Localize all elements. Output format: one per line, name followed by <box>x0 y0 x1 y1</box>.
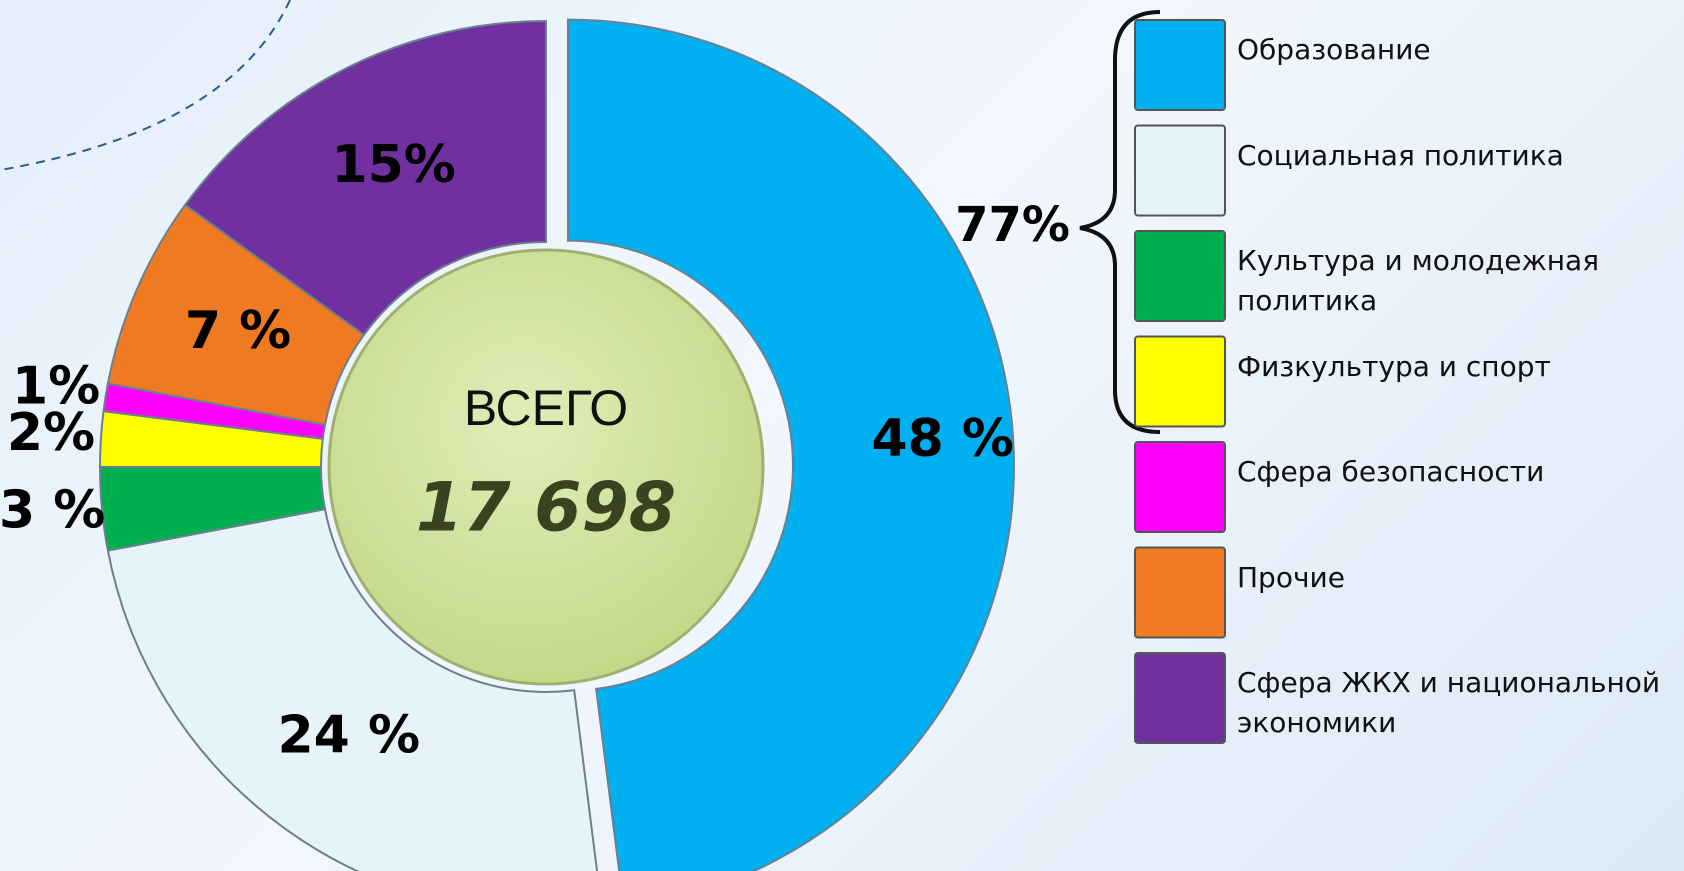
legend-swatch <box>1134 19 1226 111</box>
bracket-label: 77% <box>955 197 1070 253</box>
center-label: ВСЕГО <box>464 380 628 436</box>
data-label: 48 % <box>871 409 1014 469</box>
legend-label: Физкультура и спорт <box>1237 349 1551 383</box>
donut-slice <box>566 18 1015 871</box>
data-label: 2% <box>7 403 95 463</box>
data-label: 1% <box>12 356 100 416</box>
center-circle <box>327 248 765 686</box>
legend-swatch <box>1134 230 1226 322</box>
legend-swatch <box>1134 441 1226 533</box>
legend-swatch <box>1134 546 1226 639</box>
legend-swatch <box>1134 652 1226 744</box>
data-label: 7 % <box>185 301 291 361</box>
legend-label: Прочие <box>1237 560 1345 594</box>
legend-swatch <box>1134 335 1226 428</box>
total-label: 17 698 <box>416 469 676 548</box>
bracket <box>1079 10 1161 434</box>
data-label: 24 % <box>278 705 421 765</box>
legend-label: Социальная политика <box>1237 138 1564 172</box>
legend-label: Культура и молодежная политика <box>1237 244 1600 317</box>
legend-swatch <box>1134 124 1226 217</box>
data-label: 3 % <box>0 481 105 541</box>
legend-label: Сфера безопасности <box>1237 455 1545 488</box>
legend-label: Образование <box>1237 33 1431 66</box>
donut-slice <box>183 19 547 337</box>
donut-slice <box>106 507 599 871</box>
decor-arc <box>0 0 291 171</box>
data-label: 15% <box>331 135 455 195</box>
legend-label: Сфера ЖКХ и национальной экономики <box>1237 666 1661 739</box>
